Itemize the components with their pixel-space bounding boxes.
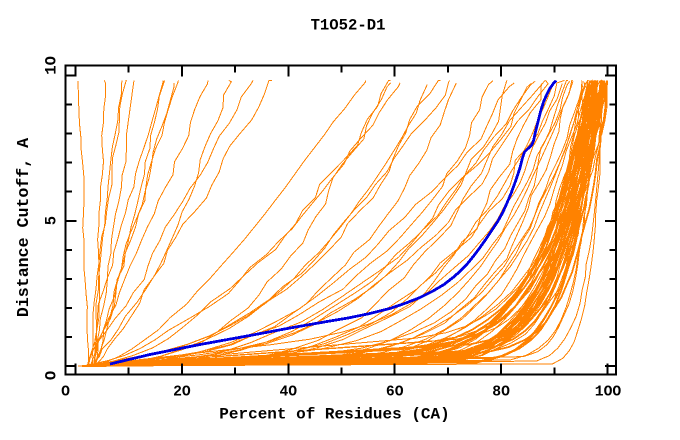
svg-text:O: O [42, 371, 60, 380]
svg-text:4O: 4O [279, 385, 297, 401]
svg-text:1O: 1O [42, 56, 60, 75]
svg-text:Distance Cutoff, A: Distance Cutoff, A [14, 138, 33, 317]
svg-text:8O: 8O [492, 385, 510, 401]
svg-text:5: 5 [42, 216, 60, 225]
svg-text:1OO: 1OO [595, 385, 622, 401]
svg-text:O: O [61, 385, 70, 401]
svg-text:6O: 6O [386, 385, 404, 401]
svg-text:T1O52-D1: T1O52-D1 [311, 17, 386, 35]
svg-text:Percent of Residues (CA): Percent of Residues (CA) [219, 406, 449, 424]
svg-text:2O: 2O [173, 385, 191, 401]
